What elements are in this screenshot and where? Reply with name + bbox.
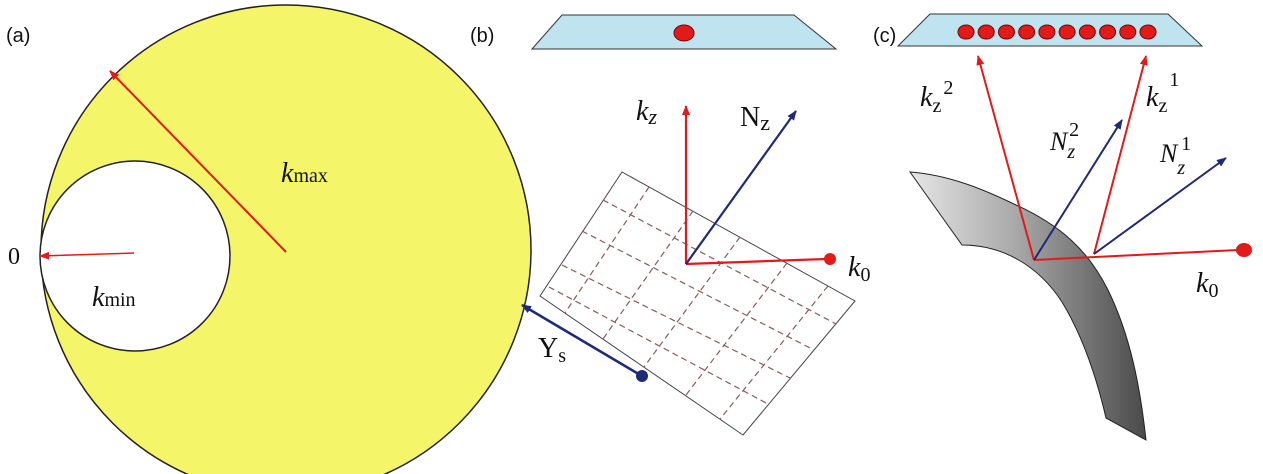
ys-arrow — [521, 303, 643, 378]
diffraction-spot-7 — [1078, 24, 1096, 40]
diffraction-spot-8 — [1099, 24, 1117, 40]
diffraction-spot-10 — [1139, 24, 1157, 40]
panel-b-label: (b) — [470, 25, 494, 47]
nz-label-b: Nz — [740, 102, 770, 135]
k0-label-c: k0 — [1196, 268, 1218, 302]
panel-a: (a) kmax kmin 0 — [6, 4, 532, 474]
panel-a-label: (a) — [6, 25, 30, 47]
diffraction-spot — [673, 24, 695, 42]
diffraction-spot-row — [957, 24, 1157, 40]
k-min-arrow — [39, 251, 135, 260]
nz-arrow — [685, 110, 797, 265]
ys-dot — [636, 370, 648, 382]
k-max-label: kmax — [281, 158, 328, 189]
origin-label: 0 — [8, 244, 20, 270]
kz1-label: kz1 — [1146, 69, 1179, 117]
kz2-arrow — [976, 55, 1035, 261]
panel-c: (c) kz2 kz1 Nz2 Nz1 k0 — [873, 13, 1252, 441]
k-max-arrow — [109, 70, 287, 253]
k0-line — [685, 257, 827, 266]
curved-sample — [908, 171, 1147, 441]
diffraction-spot-5 — [1038, 24, 1056, 40]
sample-plate — [539, 171, 856, 436]
panel-b: (b) kz Nz — [470, 14, 870, 436]
nz1-label: Nz1 — [1159, 133, 1191, 179]
nz2-label: Nz2 — [1049, 119, 1079, 163]
k0-line-c — [1033, 249, 1239, 261]
diffraction-spot-1 — [957, 24, 975, 40]
k0-source-dot — [824, 253, 836, 265]
panel-c-label: (c) — [873, 25, 896, 47]
diffraction-spot-2 — [977, 24, 995, 40]
kz1-arrow — [1093, 55, 1148, 255]
k0-label-b: k0 — [848, 252, 870, 286]
diffraction-spot-4 — [1018, 24, 1036, 40]
diffraction-spot-3 — [997, 24, 1015, 40]
k-min-label: kmin — [92, 282, 136, 313]
ewald-inner-sphere — [39, 160, 231, 352]
nz2-arrow — [1033, 119, 1123, 261]
diffraction-spot-9 — [1119, 24, 1137, 40]
kz2-label: kz2 — [920, 77, 953, 117]
kz-label-b: kz — [636, 96, 657, 129]
k0-source-dot-c — [1236, 243, 1252, 257]
diffraction-spot-6 — [1058, 24, 1076, 40]
ys-label: Ys — [538, 333, 566, 367]
sample-grid — [539, 171, 856, 436]
nz1-arrow — [1093, 157, 1227, 255]
